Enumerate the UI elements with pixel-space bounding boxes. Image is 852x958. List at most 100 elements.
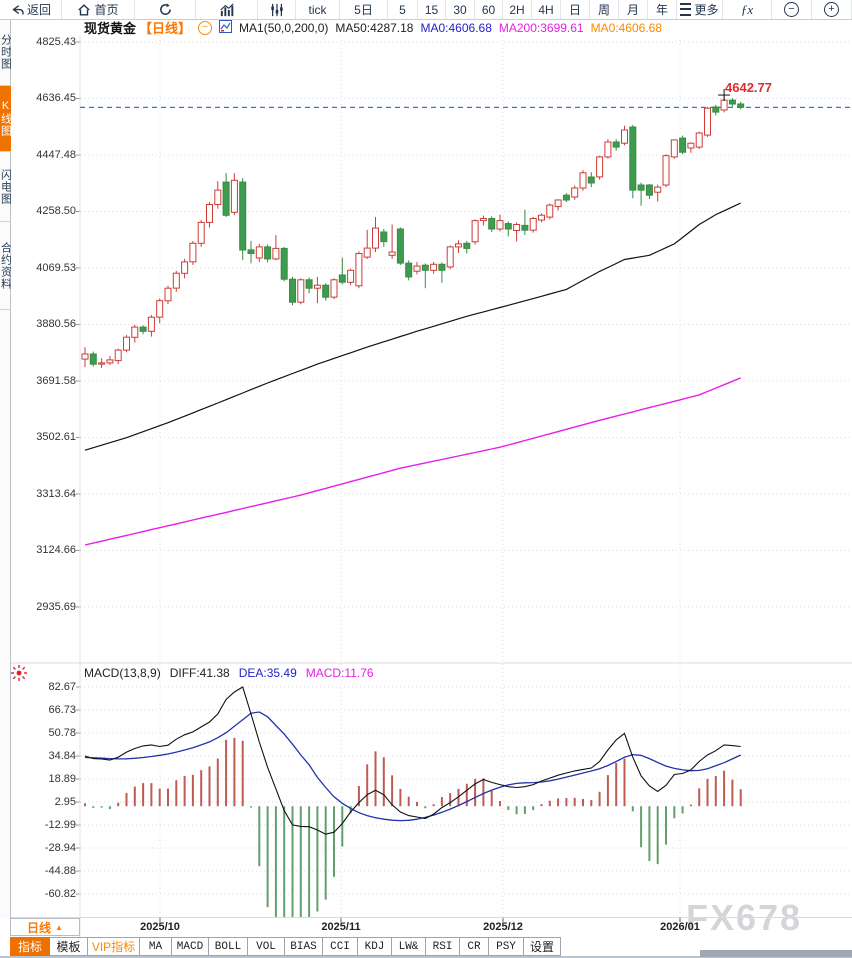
bar-chart-button[interactable]: [196, 0, 258, 19]
sidebar-tab-3[interactable]: 闪电图: [0, 152, 11, 222]
watermark: FX678: [686, 897, 803, 938]
indicator-tab-CR[interactable]: CR: [460, 937, 489, 956]
ma0-orange-value: MA0:4606.68: [590, 20, 662, 35]
ma-params: MA1(50,0,200,0): [239, 20, 329, 35]
indicator-tab-MACD[interactable]: MACD: [172, 937, 209, 956]
indicator-tab-LW&[interactable]: LW&: [392, 937, 426, 956]
price-axis-tick: 4447.48: [36, 148, 76, 161]
x-axis-date-label: 2026/01: [660, 921, 700, 933]
indicator-tab-PSY[interactable]: PSY: [489, 937, 524, 956]
mini-chart-icon[interactable]: [219, 19, 233, 36]
x-axis-date-label: 2025/11: [321, 921, 361, 933]
interval-5m[interactable]: 5: [388, 0, 418, 19]
macd-axis-tick: -12.99: [44, 818, 76, 831]
indicator-tab-模板[interactable]: 模板: [50, 937, 88, 956]
interval-year[interactable]: 年: [648, 0, 677, 19]
formula-fx-icon: ƒx: [740, 1, 754, 17]
indicator-tab-KDJ[interactable]: KDJ: [358, 937, 392, 956]
interval-15m[interactable]: 15: [418, 0, 446, 19]
interval-4h[interactable]: 4H: [532, 0, 561, 19]
chevron-up-icon: ▲: [55, 922, 63, 932]
price-axis-tick: 2935.69: [36, 600, 76, 613]
indicator-tab-BIAS[interactable]: BIAS: [285, 937, 323, 956]
interval-30m[interactable]: 30: [446, 0, 475, 19]
indicator-tab-BOLL[interactable]: BOLL: [209, 937, 248, 956]
zoom-in-button[interactable]: +: [812, 0, 852, 19]
price-axis-tick: 4825.43: [36, 35, 76, 48]
macd-axis-tick: 2.95: [54, 795, 76, 808]
chart-legend: 现货黄金 【日线】 − MA1(50,0,200,0) MA50:4287.18…: [84, 19, 662, 36]
formula-button[interactable]: ƒx: [723, 0, 772, 19]
interval-60m[interactable]: 60: [475, 0, 503, 19]
dea-value: DEA:35.49: [238, 666, 297, 680]
price-axis-tick: 4258.50: [36, 205, 76, 217]
bottom-scrollbar-track[interactable]: [0, 956, 852, 958]
period-selector-label: 日线: [27, 920, 52, 935]
left-sidebar: 分时图 K线图 闪电图 合约资料: [0, 19, 11, 918]
ma200-value: MA200:3699.61: [498, 20, 584, 35]
macd-axis-tick: 34.84: [48, 749, 76, 762]
menu-icon: [680, 3, 692, 16]
candle-style-button[interactable]: [258, 0, 296, 19]
diff-value: DIFF:41.38: [169, 666, 230, 680]
indicator-tab-VOL[interactable]: VOL: [248, 937, 285, 956]
indicator-tab-bar: 指标 模板 VIP指标 MA MACD BOLL VOL BIAS CCI KDJ LW& RSI CR…: [10, 937, 561, 956]
more-button[interactable]: 更多: [677, 0, 723, 19]
indicator-tab-指标[interactable]: 指标: [10, 937, 50, 956]
bar-chart-icon: [219, 2, 235, 17]
price-axis-tick: 4069.53: [36, 261, 76, 274]
sidebar-tab-1[interactable]: 分时图: [0, 19, 11, 86]
macd-value: MACD:11.76: [305, 666, 374, 680]
home-icon: [77, 3, 91, 17]
sliders-icon: [269, 3, 285, 17]
symbol-name: 现货黄金: [84, 21, 137, 36]
indicator-tab-VIP指标[interactable]: VIP指标: [88, 937, 140, 956]
macd-axis-tick: 18.89: [48, 772, 76, 785]
price-axis-tick: 3124.66: [36, 544, 76, 556]
sidebar-tab-4[interactable]: 合约资料: [0, 222, 11, 310]
home-button[interactable]: 首页: [62, 0, 135, 19]
macd-axis-tick: -28.94: [44, 841, 76, 854]
interval-2h[interactable]: 2H: [503, 0, 532, 19]
indicator-tab-CCI[interactable]: CCI: [323, 937, 358, 956]
date-row-divider: [0, 917, 852, 918]
price-axis-tick: 3313.64: [36, 487, 76, 500]
zoom-out-button[interactable]: −: [772, 0, 812, 19]
top-toolbar: 返回 首页 tick 5日 5 15 30 60 2H 4H 日周月年更多 ƒx − +: [0, 0, 852, 20]
collapse-icon[interactable]: −: [198, 20, 213, 35]
x-axis-date-label: 2025/12: [483, 921, 523, 933]
price-axis-tick: 3691.58: [36, 374, 76, 387]
refresh-icon: [158, 2, 173, 17]
macd-axis-tick: -44.88: [44, 864, 76, 877]
ma50-value: MA50:4287.18: [335, 20, 414, 35]
macd-legend: MACD(13,8,9) DIFF:41.38 DEA:35.49 MACD:1…: [84, 666, 374, 680]
interval-tick[interactable]: tick: [296, 0, 340, 19]
interval-month[interactable]: 月: [619, 0, 648, 19]
back-arrow-icon: [10, 3, 24, 17]
indicator-tab-MA[interactable]: MA: [140, 937, 172, 956]
indicator-settings-sun-icon[interactable]: [10, 664, 28, 687]
macd-params: MACD(13,8,9): [84, 666, 161, 680]
sidebar-tab-2[interactable]: K线图: [0, 86, 11, 152]
last-price-label: 4642.77: [725, 80, 772, 95]
macd-axis-tick: -60.82: [44, 887, 76, 900]
period-selector[interactable]: 日线 ▲: [10, 918, 80, 936]
interval-week[interactable]: 周: [590, 0, 619, 19]
interval-5d[interactable]: 5日: [340, 0, 388, 19]
bottom-scrollbar-thumb[interactable]: [700, 950, 852, 957]
price-axis-tick: 4636.45: [36, 92, 76, 104]
macd-axis-tick: 50.78: [48, 726, 76, 739]
macd-axis-tick: 66.73: [48, 703, 76, 716]
interval-day[interactable]: 日: [561, 0, 590, 19]
x-axis-date-label: 2025/10: [140, 921, 180, 933]
indicator-tab-设置[interactable]: 设置: [524, 937, 561, 956]
back-button[interactable]: 返回: [0, 0, 62, 19]
refresh-button[interactable]: [135, 0, 196, 19]
price-axis-tick: 3880.56: [36, 318, 76, 330]
price-axis-tick: 3502.61: [36, 431, 76, 443]
macd-axis-tick: 82.67: [48, 680, 76, 693]
indicator-tab-RSI[interactable]: RSI: [426, 937, 460, 956]
ma0-blue-value: MA0:4606.68: [420, 20, 492, 35]
